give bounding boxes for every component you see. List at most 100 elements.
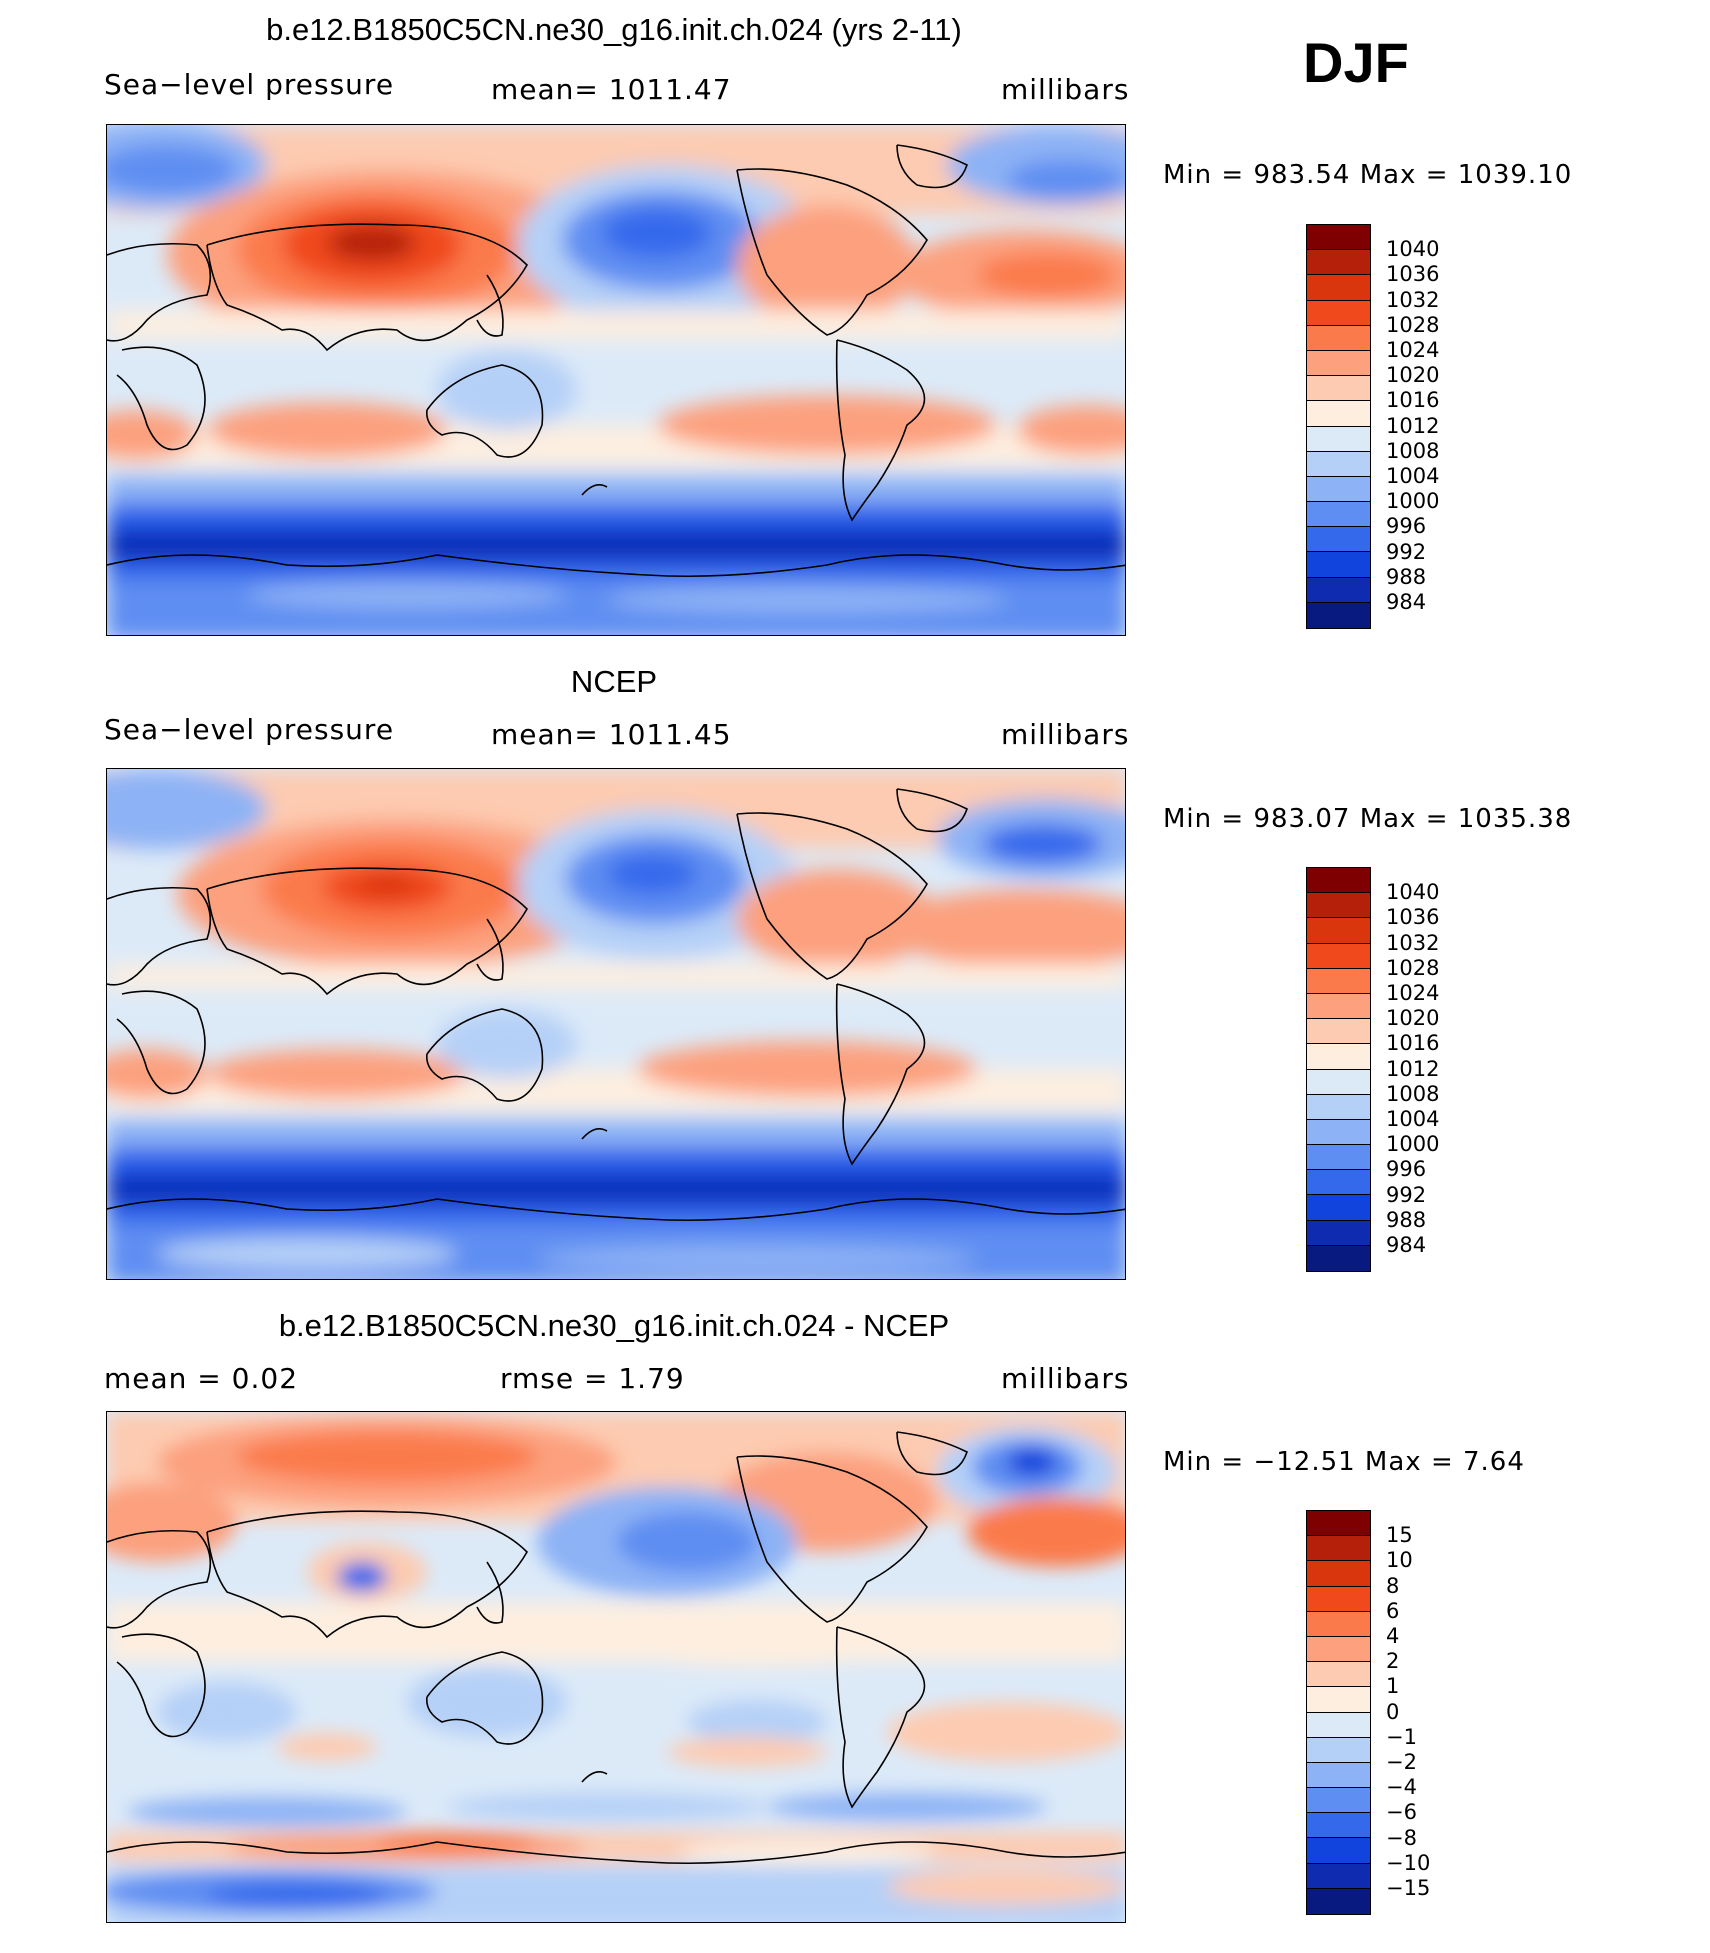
colorbar-tick-label: 1040	[1386, 237, 1440, 262]
colorbar-swatch	[1307, 325, 1370, 351]
colorbar-swatch	[1307, 1863, 1370, 1889]
colorbar-tick-label: 6	[1386, 1598, 1400, 1623]
colorbar-tick-label: −15	[1386, 1876, 1431, 1900]
colorbar-tick-label: 988	[1386, 564, 1427, 589]
colorbar-tick-label: 15	[1386, 1523, 1413, 1548]
colorbar-swatch	[1307, 476, 1370, 503]
panel-3-units-label: millibars	[1001, 1362, 1130, 1395]
panel-2-title: NCEP	[570, 664, 658, 699]
colorbar-tick-label: 992	[1386, 1182, 1427, 1207]
colorbar-tick-label: 0	[1386, 1699, 1400, 1724]
colorbar-swatch	[1307, 1636, 1370, 1663]
colorbar-swatch	[1307, 1687, 1370, 1713]
colorbar-tick-label: 1028	[1386, 312, 1440, 337]
panel-1-colorbar	[1306, 224, 1371, 629]
season-label: DJF	[1303, 31, 1409, 94]
colorbar-swatch	[1307, 1712, 1370, 1738]
colorbar-swatch	[1307, 451, 1370, 477]
panel-3-map-canvas	[107, 1412, 1125, 1922]
colorbar-tick-label: 8	[1386, 1573, 1400, 1598]
panel-2-map	[106, 768, 1126, 1280]
panel-3-rmse-label: rmse = 1.79	[500, 1362, 685, 1395]
colorbar-tick-label: 1000	[1386, 489, 1440, 514]
colorbar-swatch	[1307, 1788, 1370, 1814]
colorbar-swatch	[1307, 1586, 1370, 1612]
colorbar-tick-label: 992	[1386, 539, 1427, 564]
colorbar-swatch	[1307, 1762, 1370, 1789]
colorbar-tick-label: −8	[1386, 1825, 1417, 1850]
panel-3-mean-label: mean = 0.02	[104, 1362, 299, 1395]
colorbar-swatch	[1307, 376, 1370, 402]
colorbar-tick-label: 1020	[1386, 1006, 1440, 1031]
panel-2-map-canvas	[107, 769, 1125, 1279]
panel-1-mean-label: mean= 1011.47	[491, 73, 732, 106]
colorbar-swatch	[1307, 577, 1370, 603]
colorbar-swatch	[1307, 1019, 1370, 1045]
colorbar-tick-label: 1020	[1386, 363, 1440, 388]
colorbar-swatch	[1307, 275, 1370, 301]
colorbar-tick-label: 1016	[1386, 388, 1440, 413]
panel-1-map-canvas	[107, 125, 1125, 635]
colorbar-swatch	[1307, 1119, 1370, 1146]
colorbar-tick-label: 984	[1386, 590, 1427, 614]
colorbar-tick-label: 996	[1386, 1157, 1427, 1182]
colorbar-tick-label: 4	[1386, 1624, 1400, 1648]
panel-1-variable-label: Sea−level pressure	[104, 68, 395, 101]
colorbar-swatch	[1307, 225, 1370, 251]
colorbar-swatch	[1307, 1536, 1370, 1562]
colorbar-swatch	[1307, 968, 1370, 994]
colorbar-swatch	[1307, 1813, 1370, 1839]
colorbar-tick-label: 1012	[1386, 413, 1440, 438]
colorbar-swatch	[1307, 250, 1370, 276]
colorbar-tick-label: 1004	[1386, 464, 1440, 488]
colorbar-tick-label: −6	[1386, 1800, 1417, 1825]
colorbar-swatch	[1307, 1737, 1370, 1763]
colorbar-swatch	[1307, 602, 1370, 628]
coastlines	[107, 144, 1125, 578]
panel-2-colorbar	[1306, 867, 1371, 1272]
colorbar-tick-label: 1036	[1386, 262, 1440, 287]
panel-1-units-label: millibars	[1001, 73, 1130, 106]
colorbar-tick-label: 10	[1386, 1548, 1413, 1573]
colorbar-tick-label: 988	[1386, 1207, 1427, 1232]
colorbar-tick-label: 1012	[1386, 1056, 1440, 1081]
colorbar-swatch	[1307, 993, 1370, 1020]
colorbar-swatch	[1307, 893, 1370, 919]
colorbar-swatch	[1307, 868, 1370, 894]
colorbar-tick-label: 1004	[1386, 1107, 1440, 1131]
panel-3-map	[106, 1411, 1126, 1923]
colorbar-swatch	[1307, 943, 1370, 969]
colorbar-tick-label: 2	[1386, 1649, 1400, 1674]
panel-1-title: b.e12.B1850C5CN.ne30_g16.init.ch.024 (yr…	[266, 12, 962, 47]
colorbar-swatch	[1307, 1170, 1370, 1196]
colorbar-tick-label: 1000	[1386, 1132, 1440, 1157]
colorbar-swatch	[1307, 1888, 1370, 1914]
colorbar-swatch	[1307, 1145, 1370, 1171]
colorbar-swatch	[1307, 426, 1370, 452]
coastlines	[107, 788, 1125, 1222]
colorbar-swatch	[1307, 1561, 1370, 1587]
colorbar-tick-label: 1016	[1386, 1031, 1440, 1056]
colorbar-swatch	[1307, 918, 1370, 944]
panel-1-map	[106, 124, 1126, 636]
colorbar-swatch	[1307, 300, 1370, 326]
colorbar-swatch	[1307, 552, 1370, 578]
colorbar-tick-label: −10	[1386, 1850, 1431, 1875]
colorbar-tick-label: −4	[1386, 1775, 1417, 1800]
colorbar-tick-label: 1028	[1386, 955, 1440, 980]
colorbar-swatch	[1307, 1245, 1370, 1271]
colorbar-tick-label: 1008	[1386, 438, 1440, 463]
colorbar-swatch	[1307, 1044, 1370, 1070]
colorbar-tick-label: 1024	[1386, 338, 1440, 362]
colorbar-tick-label: 996	[1386, 514, 1427, 539]
panel-3-minmax: Min = −12.51 Max = 7.64	[1163, 1447, 1525, 1477]
colorbar-swatch	[1307, 502, 1370, 528]
coastlines	[107, 1431, 1125, 1865]
colorbar-swatch	[1307, 1069, 1370, 1095]
colorbar-tick-label: 1	[1386, 1674, 1400, 1699]
colorbar-tick-label: 984	[1386, 1233, 1427, 1257]
panel-2-variable-label: Sea−level pressure	[104, 713, 395, 746]
panel-2-mean-label: mean= 1011.45	[491, 718, 732, 751]
colorbar-tick-label: −2	[1386, 1750, 1417, 1774]
colorbar-tick-label: 1024	[1386, 981, 1440, 1005]
